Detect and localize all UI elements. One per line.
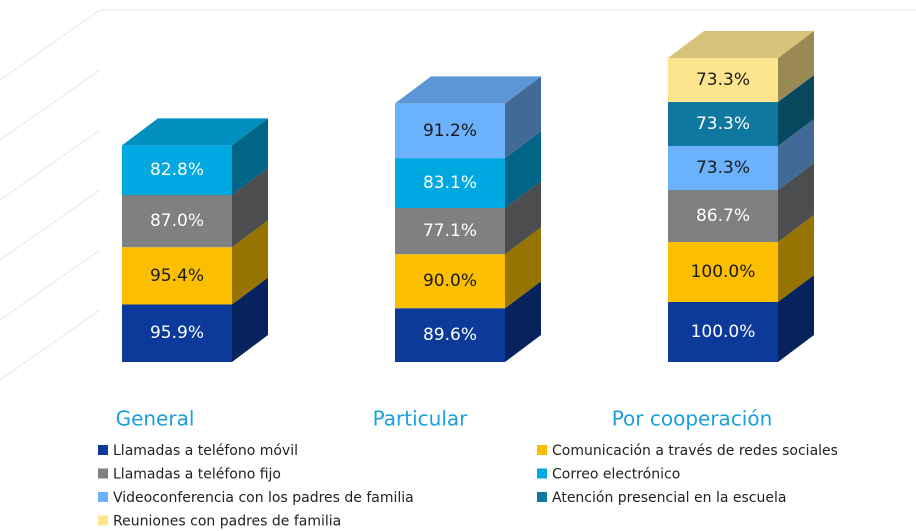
legend-label: Atención presencial en la escuela (552, 490, 786, 506)
bar-segment (668, 302, 778, 362)
bar-segment (395, 103, 505, 159)
bar-side (232, 118, 268, 196)
data-label: 86.7% (696, 206, 750, 226)
bar-top (668, 31, 814, 59)
legend-swatch (537, 445, 547, 455)
bar-side (778, 275, 814, 362)
data-label: 100.0% (691, 262, 756, 282)
data-label: 91.2% (423, 121, 477, 141)
bar-segment (395, 207, 505, 255)
bar-side (505, 281, 541, 362)
bar-segment (668, 242, 778, 302)
bar-segment (668, 189, 778, 242)
bar-segment (122, 195, 232, 248)
bar-side (778, 75, 814, 146)
bar-segment (395, 254, 505, 309)
data-label: 82.8% (150, 160, 204, 180)
bar-segment (668, 146, 778, 190)
data-label: 90.0% (423, 271, 477, 291)
category-label: Particular (373, 407, 469, 431)
data-label: 73.3% (696, 158, 750, 178)
bar-segment (395, 158, 505, 208)
bar-side (505, 180, 541, 255)
legend-swatch (537, 492, 547, 502)
legend-swatch (98, 445, 108, 455)
legend-label: Reuniones con padres de familia (113, 514, 341, 530)
data-label: 77.1% (423, 221, 477, 241)
legend-swatch (98, 468, 108, 479)
legend-label: Comunicación a través de redes sociales (552, 443, 838, 459)
bar-side (778, 31, 814, 103)
data-label: 95.9% (150, 323, 204, 343)
legend-label: Llamadas a teléfono fijo (113, 467, 281, 483)
data-label: 73.3% (696, 114, 750, 134)
legend-swatch (98, 515, 108, 526)
bar-top (122, 118, 268, 146)
legend-swatch (537, 468, 547, 479)
bar-side (232, 277, 268, 362)
bar-side (505, 76, 541, 159)
background-grid (0, 9, 916, 381)
bar-segment (122, 145, 232, 196)
bar-side (232, 220, 268, 305)
legend-label: Videoconferencia con los padres de famil… (113, 490, 414, 506)
bar-side (778, 215, 814, 302)
data-label: 95.4% (150, 266, 204, 286)
legend-swatch (98, 492, 108, 502)
bar-segment (668, 58, 778, 103)
category-label: General (116, 407, 195, 431)
data-label: 73.3% (696, 70, 750, 90)
data-label: 89.6% (423, 325, 477, 345)
bar-segment (668, 102, 778, 146)
bar-segment (395, 308, 505, 362)
bar-side (778, 119, 814, 190)
bar-side (778, 162, 814, 242)
bar-segment (122, 304, 232, 362)
bar-segment (122, 247, 232, 305)
bar-top (395, 76, 541, 104)
category-label: Por cooperación (612, 407, 773, 431)
legend-label: Correo electrónico (552, 467, 680, 483)
bar-side (505, 131, 541, 208)
bar-side (232, 168, 268, 248)
data-label: 87.0% (150, 211, 204, 231)
data-label: 100.0% (691, 322, 756, 342)
legend-label: Llamadas a teléfono móvil (113, 443, 298, 459)
data-label: 83.1% (423, 173, 477, 193)
